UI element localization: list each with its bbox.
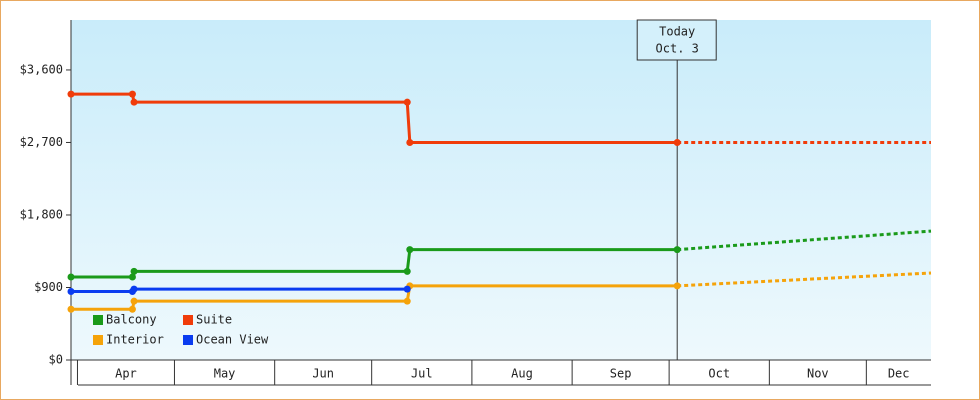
point xyxy=(130,267,138,275)
y-tick-label: $900 xyxy=(34,280,63,294)
y-tick-label: $3,600 xyxy=(20,62,63,76)
x-tick-label: May xyxy=(214,367,236,381)
series-line xyxy=(71,284,678,311)
point xyxy=(406,246,414,254)
x-tick-label: Nov xyxy=(807,367,829,381)
series-line xyxy=(71,248,678,279)
point xyxy=(128,90,136,98)
point xyxy=(673,246,681,254)
point xyxy=(403,98,411,106)
point xyxy=(673,282,681,290)
point xyxy=(130,285,138,293)
legend-swatch xyxy=(93,315,103,325)
point xyxy=(67,90,75,98)
point xyxy=(128,305,136,313)
x-tick-label: Sep xyxy=(610,367,632,381)
legend-label: Interior xyxy=(106,333,164,347)
x-tick-label: Apr xyxy=(115,367,137,381)
y-tick-label: $2,700 xyxy=(20,135,63,149)
x-tick-label: Dec xyxy=(888,367,910,381)
y-tick-label: $0 xyxy=(49,353,63,367)
point xyxy=(67,305,75,313)
point xyxy=(403,267,411,275)
point xyxy=(403,285,411,293)
point xyxy=(67,273,75,281)
legend-label: Balcony xyxy=(106,313,157,327)
x-tick-label: Jul xyxy=(411,367,433,381)
projection-line xyxy=(677,229,932,252)
projection-line xyxy=(677,271,932,288)
point xyxy=(67,288,75,296)
x-tick-label: Aug xyxy=(511,367,533,381)
point xyxy=(130,297,138,305)
legend-swatch xyxy=(183,315,193,325)
point xyxy=(406,138,414,146)
legend-label: Ocean View xyxy=(196,333,269,347)
y-tick-label: $1,800 xyxy=(20,207,63,221)
x-tick-label: Jun xyxy=(312,367,334,381)
today-label: Today xyxy=(659,25,695,39)
today-box xyxy=(636,19,717,61)
point xyxy=(130,98,138,106)
point xyxy=(673,138,681,146)
x-tick-label: Oct xyxy=(708,367,730,381)
legend-swatch xyxy=(183,335,193,345)
plot-area xyxy=(71,20,931,360)
point xyxy=(128,273,136,281)
point xyxy=(403,297,411,305)
legend-label: Suite xyxy=(196,313,232,327)
series-line xyxy=(71,92,678,144)
today-label: Oct. 3 xyxy=(656,42,699,56)
legend-swatch xyxy=(93,335,103,345)
